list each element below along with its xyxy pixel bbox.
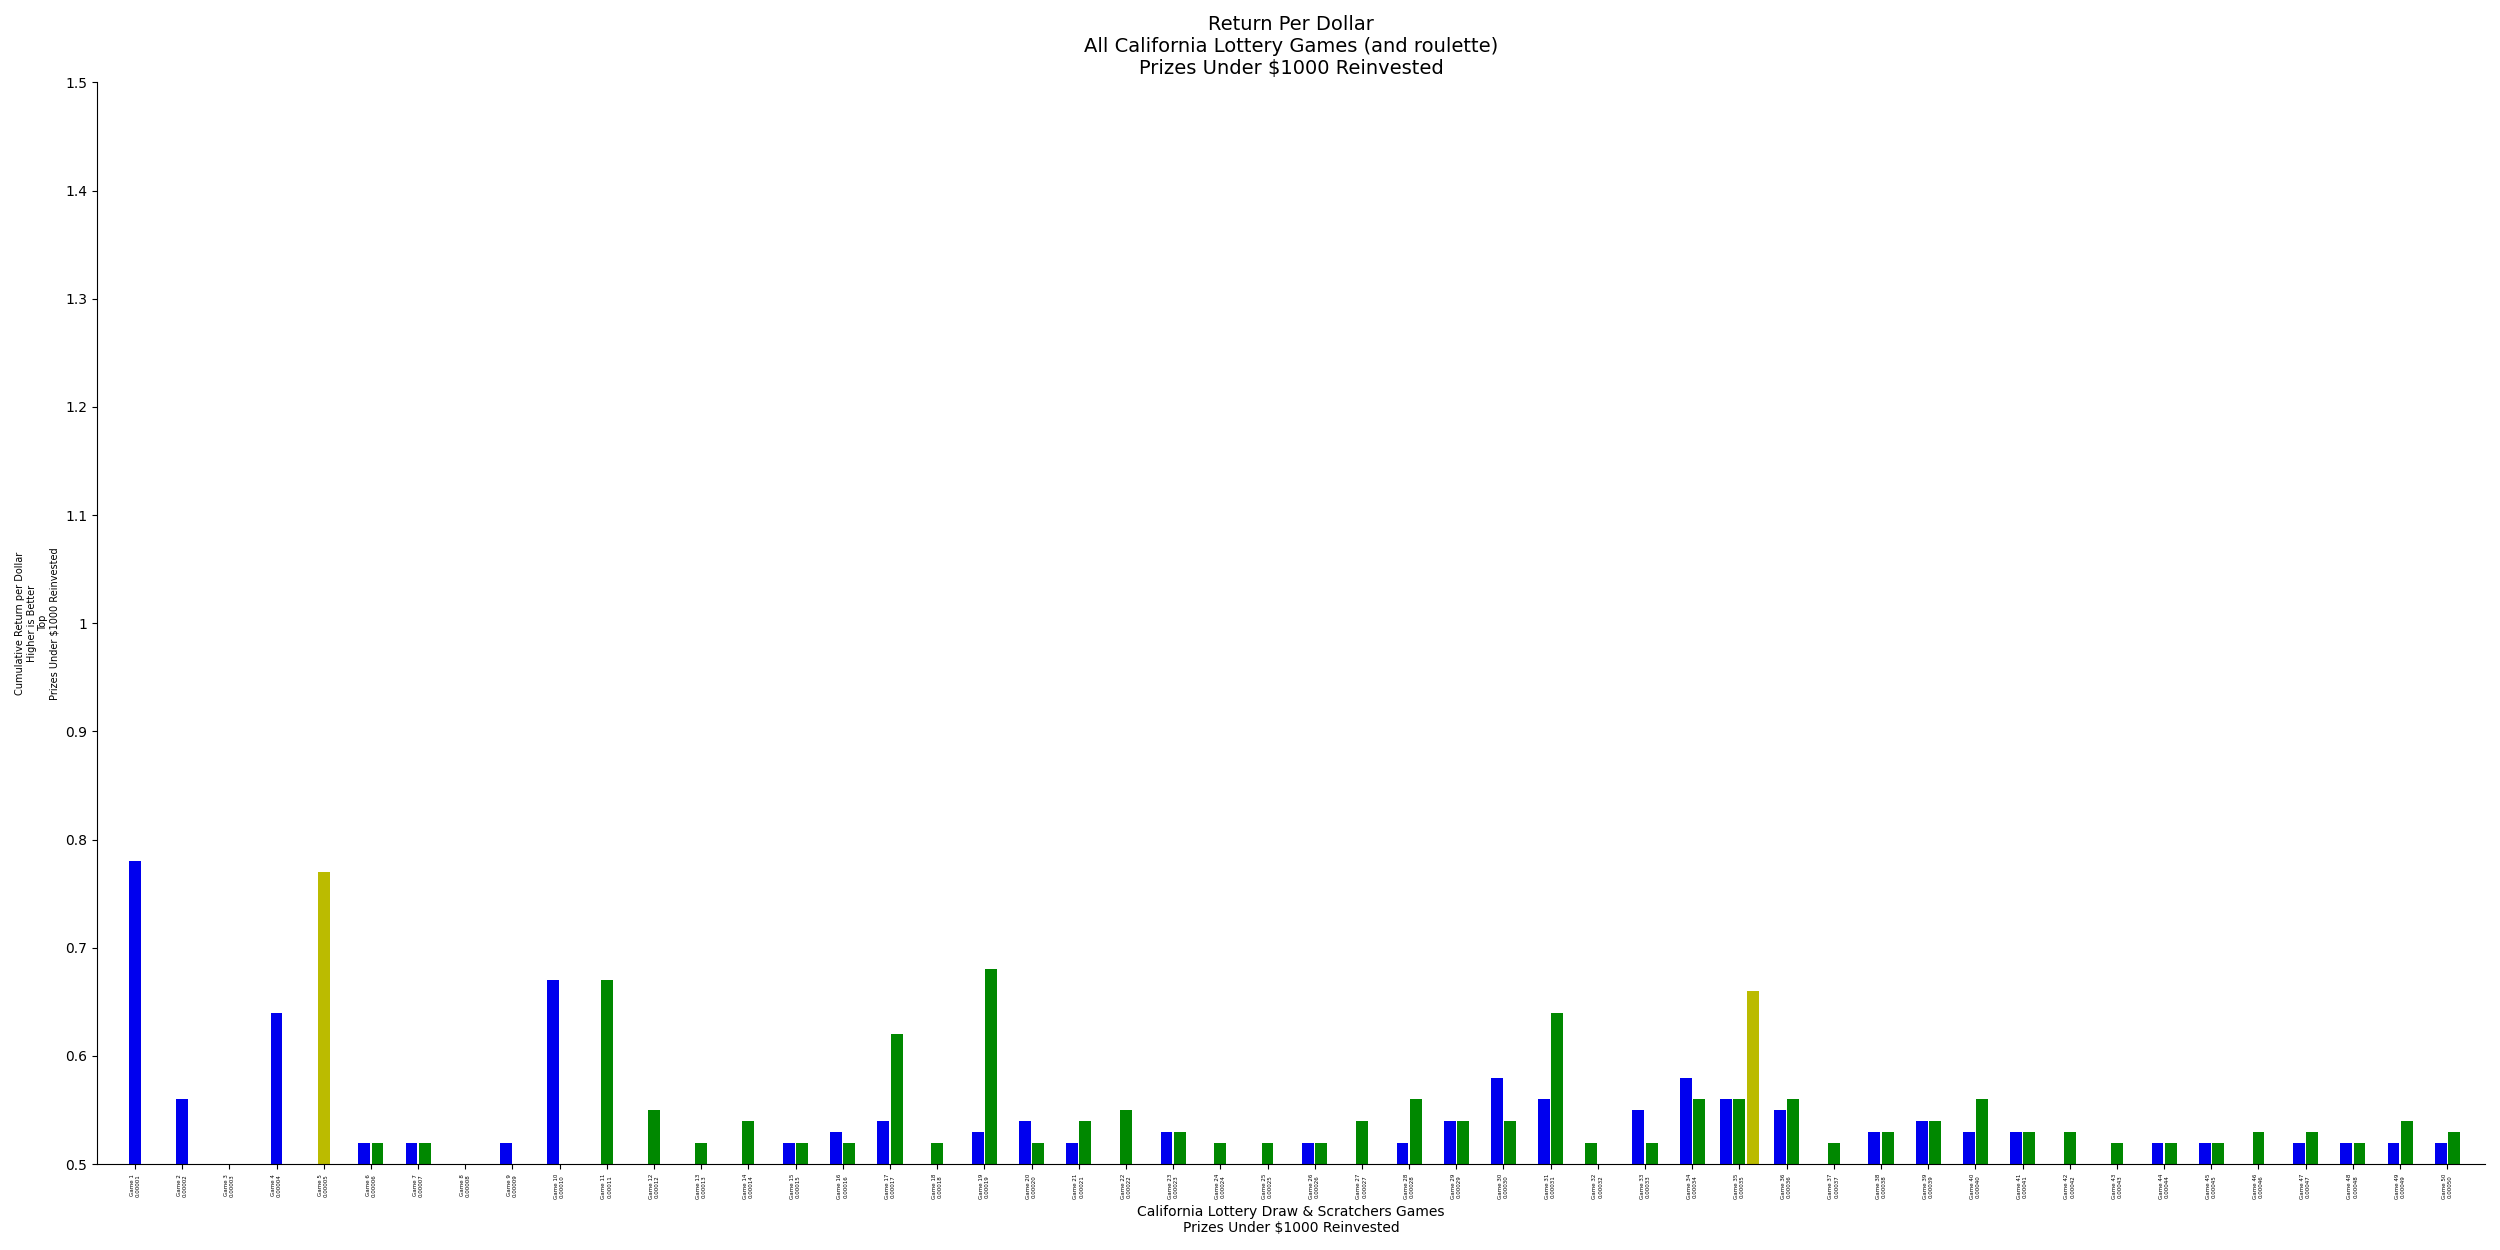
- Bar: [2198, 1142, 2210, 1164]
- Bar: [2340, 1142, 2352, 1164]
- Bar: [1748, 991, 1758, 1164]
- Bar: [1302, 1142, 1315, 1164]
- Bar: [1175, 1131, 1185, 1164]
- Bar: [1355, 1121, 1368, 1164]
- Bar: [2110, 1142, 2122, 1164]
- Bar: [1020, 1121, 1030, 1164]
- Bar: [1538, 1099, 1550, 1164]
- Bar: [1065, 1142, 1078, 1164]
- Bar: [2152, 1142, 2162, 1164]
- Bar: [1215, 1142, 1228, 1164]
- Bar: [798, 1142, 808, 1164]
- Y-axis label: Cumulative Return per Dollar
Higher is Better
Top
Prizes Under $1000 Reinvested: Cumulative Return per Dollar Higher is B…: [15, 548, 60, 700]
- Bar: [460, 1164, 470, 1208]
- Bar: [420, 1142, 430, 1164]
- Bar: [1442, 1121, 1455, 1164]
- Bar: [1645, 1142, 1658, 1164]
- Bar: [1775, 1110, 1785, 1164]
- Bar: [2023, 1131, 2035, 1164]
- Bar: [972, 1131, 982, 1164]
- Bar: [1693, 1099, 1705, 1164]
- Bar: [878, 1121, 890, 1164]
- Bar: [1975, 1099, 1988, 1164]
- Bar: [2448, 1131, 2460, 1164]
- Bar: [1828, 1142, 1840, 1164]
- Bar: [1505, 1121, 1515, 1164]
- Bar: [2435, 1142, 2448, 1164]
- Bar: [742, 1121, 755, 1164]
- Bar: [1458, 1121, 1470, 1164]
- Bar: [985, 970, 998, 1164]
- Bar: [930, 1142, 942, 1164]
- Bar: [1732, 1099, 1745, 1164]
- Bar: [2308, 1131, 2318, 1164]
- Bar: [372, 1142, 382, 1164]
- Bar: [560, 1164, 572, 1196]
- Bar: [2352, 1142, 2365, 1164]
- Bar: [1882, 1131, 1892, 1164]
- Bar: [1315, 1142, 1328, 1164]
- Bar: [2400, 1121, 2412, 1164]
- Bar: [175, 1099, 188, 1164]
- Bar: [2252, 1131, 2265, 1164]
- Bar: [222, 1164, 235, 1250]
- Bar: [1868, 1131, 1880, 1164]
- Bar: [2212, 1142, 2225, 1164]
- Bar: [1915, 1121, 1928, 1164]
- Bar: [1262, 1142, 1272, 1164]
- Bar: [1720, 1099, 1732, 1164]
- Bar: [1080, 1121, 1092, 1164]
- Bar: [318, 872, 330, 1164]
- Bar: [1585, 1142, 1598, 1164]
- Bar: [1398, 1142, 1408, 1164]
- Bar: [1160, 1131, 1172, 1164]
- Bar: [500, 1142, 512, 1164]
- Bar: [695, 1142, 708, 1164]
- Bar: [2388, 1142, 2400, 1164]
- Bar: [1598, 1164, 1610, 1240]
- Bar: [130, 861, 140, 1164]
- Bar: [548, 980, 560, 1164]
- Bar: [1962, 1131, 1975, 1164]
- Bar: [1032, 1142, 1045, 1164]
- Bar: [600, 980, 612, 1164]
- Bar: [2292, 1142, 2305, 1164]
- Bar: [1120, 1110, 1132, 1164]
- Bar: [1680, 1078, 1692, 1164]
- Bar: [782, 1142, 795, 1164]
- Bar: [1788, 1099, 1800, 1164]
- Bar: [357, 1142, 370, 1164]
- Bar: [1490, 1078, 1502, 1164]
- X-axis label: California Lottery Draw & Scratchers Games
Prizes Under $1000 Reinvested: California Lottery Draw & Scratchers Gam…: [1138, 1205, 1445, 1235]
- Bar: [648, 1110, 660, 1164]
- Bar: [1410, 1099, 1422, 1164]
- Bar: [1632, 1110, 1645, 1164]
- Bar: [1930, 1121, 1940, 1164]
- Bar: [2010, 1131, 2023, 1164]
- Bar: [512, 1164, 525, 1208]
- Title: Return Per Dollar
All California Lottery Games (and roulette)
Prizes Under $1000: Return Per Dollar All California Lottery…: [1085, 15, 1498, 78]
- Bar: [2065, 1131, 2075, 1164]
- Bar: [405, 1142, 418, 1164]
- Bar: [2165, 1142, 2178, 1164]
- Bar: [890, 1034, 902, 1164]
- Bar: [830, 1131, 842, 1164]
- Bar: [842, 1142, 855, 1164]
- Bar: [270, 1013, 282, 1164]
- Bar: [1552, 1013, 1562, 1164]
